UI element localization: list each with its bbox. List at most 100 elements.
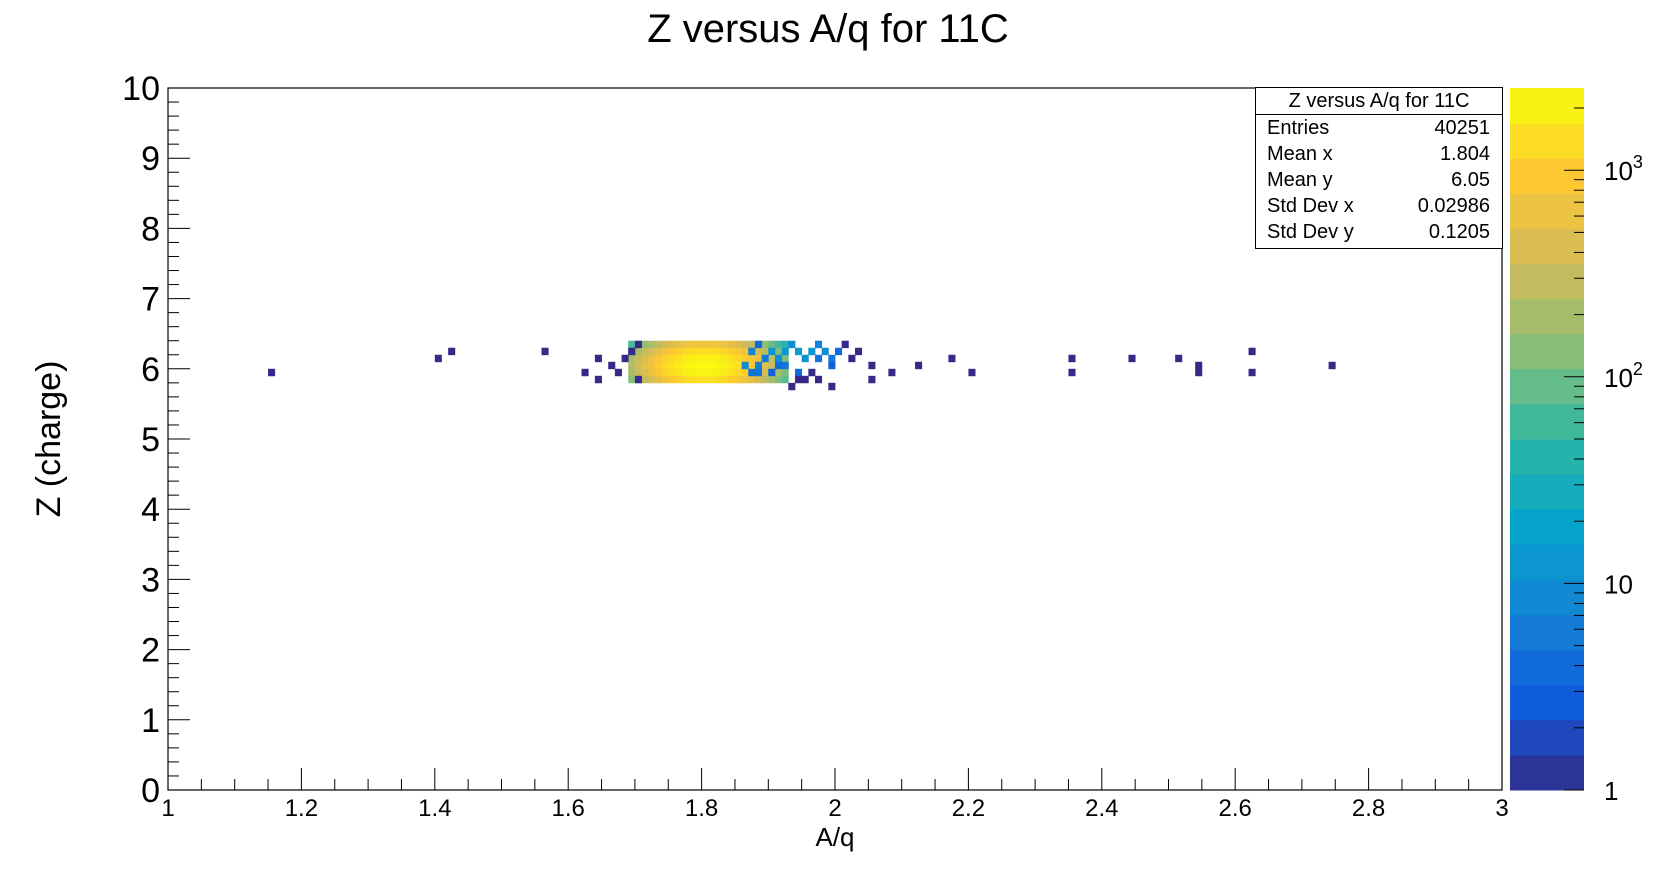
heatmap-bin [754, 347, 763, 356]
heatmap-bin [661, 361, 669, 370]
heatmap-bin [688, 354, 696, 363]
heatmap-bin [808, 347, 816, 356]
stats-row-mean-x: Mean x 1.804 [1256, 141, 1502, 167]
heatmap-bin [828, 361, 836, 370]
x-tick-label: 1.8 [685, 795, 718, 822]
heatmap-bin [614, 368, 622, 377]
heatmap-bin [594, 375, 602, 384]
heatmap-bin [681, 368, 689, 377]
heatmap-bin [794, 375, 803, 384]
heatmap-bin [774, 368, 783, 377]
stats-label: Entries [1267, 117, 1330, 139]
heatmap-bin [668, 340, 676, 349]
heatmap-bin [915, 361, 923, 370]
heatmap-bin [654, 354, 662, 363]
heatmap-bin [721, 354, 729, 363]
heatmap-bin [668, 347, 676, 356]
heatmap-bin [835, 347, 843, 356]
heatmap-bin [694, 375, 702, 384]
x-tick-label: 2.8 [1352, 795, 1385, 822]
heatmap-bin [701, 354, 709, 363]
heatmap-bin [721, 368, 729, 377]
heatmap-bin [714, 340, 723, 349]
color-scale-step [1510, 649, 1584, 686]
stats-value: 1.804 [1439, 143, 1490, 165]
heatmap-bin [734, 340, 743, 349]
heatmap-bin [1128, 354, 1136, 363]
heatmap-bin [628, 361, 636, 370]
y-tick-label: 0 [141, 772, 160, 810]
heatmap-bin [748, 354, 756, 363]
x-tick-label: 2.2 [952, 795, 985, 822]
heatmap-bin [634, 368, 642, 377]
stats-value: 0.1205 [1428, 221, 1490, 243]
heatmap-bin [734, 347, 743, 356]
heatmap-bin [648, 361, 656, 370]
x-tick-label: 1.6 [552, 795, 585, 822]
heatmap-bin [541, 347, 549, 356]
heatmap-bin [634, 340, 642, 349]
heatmap-bin [701, 361, 709, 370]
heatmap-bin [1175, 354, 1183, 363]
heatmap-bin [1068, 354, 1076, 363]
heatmap-bin [681, 347, 689, 356]
heatmap-bin [628, 347, 636, 356]
color-scale-step [1510, 298, 1584, 335]
heatmap-bin [708, 361, 716, 370]
heatmap-bin [654, 361, 662, 370]
stats-title: Z versus A/q for 11C [1256, 88, 1502, 115]
y-tick-label: 4 [141, 491, 160, 529]
heatmap-bin [688, 368, 696, 377]
heatmap-bin [721, 361, 729, 370]
stats-value: 40251 [1434, 117, 1490, 139]
heatmap-bin [694, 347, 702, 356]
heatmap-bin [434, 354, 442, 363]
stats-row-mean-y: Mean y 6.05 [1256, 167, 1502, 193]
heatmap-bin [634, 347, 642, 356]
heatmap-bin [754, 354, 763, 363]
heatmap-bin [1195, 368, 1203, 377]
heatmap-bin [748, 340, 756, 349]
heatmap-bin [654, 368, 662, 377]
heatmap-bin [668, 368, 676, 377]
heatmap-bin [448, 347, 456, 356]
y-tick-label: 1 [141, 702, 160, 740]
stats-value: 6.05 [1451, 169, 1490, 191]
heatmap-bin [708, 375, 716, 384]
heatmap-bin [814, 375, 823, 384]
heatmap-bin [674, 368, 682, 377]
heatmap-bin [968, 368, 976, 377]
heatmap-bin [741, 354, 749, 363]
heatmap-bin [661, 354, 669, 363]
color-scale-step [1510, 439, 1584, 475]
heatmap-bin [608, 361, 616, 370]
color-scale-tick-label: 103 [1604, 152, 1643, 186]
color-scale-step [1510, 333, 1584, 370]
heatmap-bin [734, 375, 743, 384]
heatmap-bin [688, 347, 696, 356]
heatmap-bin [761, 347, 769, 356]
heatmap-bin [774, 375, 783, 384]
heatmap-bin [741, 340, 749, 349]
heatmap-bin [641, 375, 649, 384]
heatmap-bin [648, 375, 656, 384]
heatmap-bin [774, 361, 783, 370]
heatmap-bin [661, 340, 669, 349]
heatmap-bin [748, 361, 756, 370]
heatmap-bin [668, 354, 676, 363]
color-scale-step [1510, 88, 1584, 124]
heatmap-bin [648, 340, 656, 349]
heatmap-bin [681, 361, 689, 370]
heatmap-bin [741, 347, 749, 356]
heatmap-bin [654, 340, 662, 349]
heatmap-bin [855, 347, 863, 356]
heatmap-bin [714, 361, 723, 370]
heatmap-bin [708, 340, 716, 349]
heatmap-bin [694, 340, 702, 349]
heatmap-bin [708, 354, 716, 363]
heatmap-bin [654, 347, 662, 356]
x-tick-label: 1.2 [285, 795, 318, 822]
heatmap-bin [781, 375, 789, 384]
heatmap-bin [788, 382, 796, 391]
heatmap-bin [728, 375, 736, 384]
